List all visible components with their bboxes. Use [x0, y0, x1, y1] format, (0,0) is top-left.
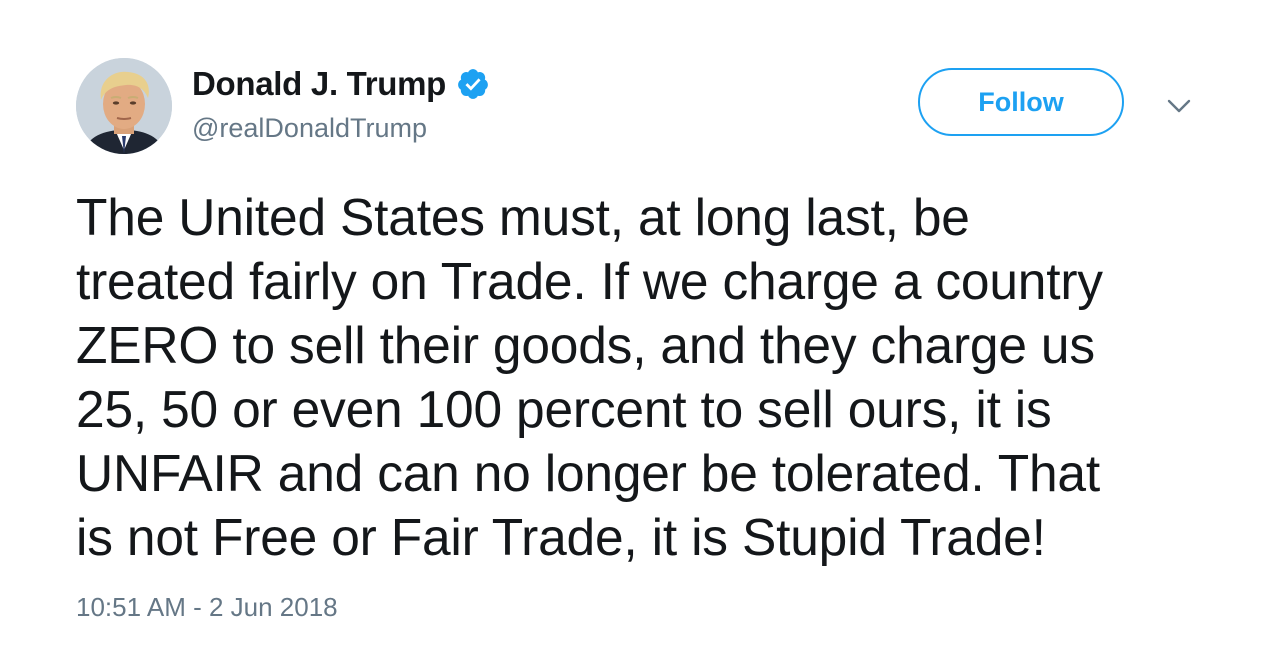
- author-handle[interactable]: @realDonaldTrump: [192, 113, 427, 143]
- author-display-name[interactable]: Donald J. Trump: [192, 65, 447, 102]
- avatar-portrait-icon: [76, 58, 172, 154]
- avatar[interactable]: [76, 58, 172, 154]
- tweet-text-line: is not Free or Fair Trade, it is Stupid …: [76, 508, 1046, 566]
- tweet-text-line: UNFAIR and can no longer be tolerated. T…: [76, 444, 1100, 502]
- chevron-down-icon[interactable]: [1166, 96, 1192, 116]
- tweet-timestamp[interactable]: 10:51 AM - 2 Jun 2018: [76, 592, 338, 622]
- verified-badge-icon: [456, 67, 490, 101]
- author-name-row: Donald J. Trump: [192, 62, 490, 106]
- tweet-text-line: ZERO to sell their goods, and they charg…: [76, 316, 1095, 374]
- tweet-text: The United States must, at long last, be…: [76, 185, 1206, 569]
- tweet-text-line: 25, 50 or even 100 percent to sell ours,…: [76, 380, 1052, 438]
- tweet-text-line: The United States must, at long last, be: [76, 188, 970, 246]
- tweet-text-line: treated fairly on Trade. If we charge a …: [76, 252, 1103, 310]
- follow-button[interactable]: Follow: [918, 68, 1124, 136]
